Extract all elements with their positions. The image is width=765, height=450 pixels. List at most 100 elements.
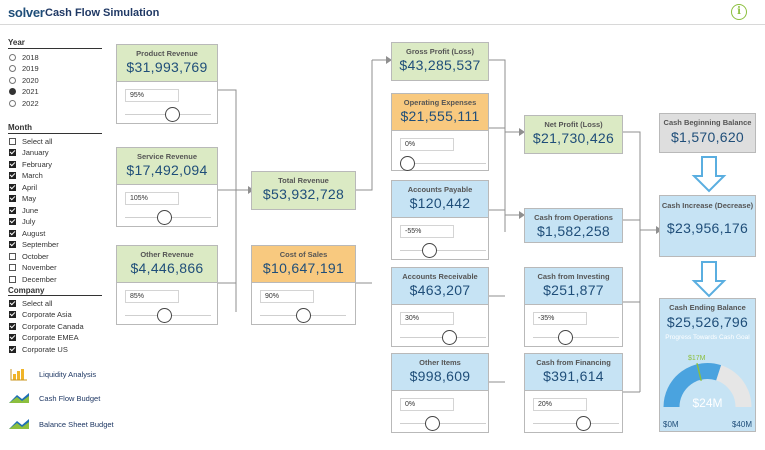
slider-knob[interactable] [400,156,415,171]
card-value: $53,932,728 [262,186,345,202]
option-label: 2020 [22,75,39,85]
slider-knob[interactable] [164,107,180,122]
month-option-march[interactable]: March [9,171,43,181]
slider-knob[interactable] [558,330,574,345]
option-label: August [22,228,46,238]
checkbox[interactable] [9,229,16,237]
slider-knob[interactable] [296,308,311,323]
slider-knob[interactable] [157,210,173,225]
card-label: Cash Increase (Decrease) [661,201,754,210]
slider-track[interactable] [533,423,619,424]
month-option-september[interactable]: September [9,240,59,250]
checkbox[interactable] [9,252,16,260]
company-filter-title: Company [8,286,45,295]
card-label: Net Profit (Loss) [544,120,603,129]
page-title: Cash Flow Simulation [45,7,160,19]
checkbox[interactable] [9,172,16,179]
company-option-corporate-asia[interactable]: Corporate Asia [9,310,72,320]
slider-knob[interactable] [576,416,592,431]
slider-knob[interactable] [421,243,437,258]
pct-input[interactable]: 0% [400,138,454,151]
month-option-january[interactable]: January [9,148,49,158]
operating-expenses-card: Operating Expenses $21,555,111 0% [391,93,489,171]
card-value: $998,609 [409,368,471,384]
slider-track[interactable] [400,250,486,251]
month-option-july[interactable]: July [9,217,35,227]
checkbox[interactable] [9,206,16,214]
option-label: November [22,263,57,272]
pct-input[interactable]: 85% [125,290,179,303]
card-value: $463,207 [409,282,471,298]
checkbox[interactable] [9,241,16,248]
card-value: $251,877 [543,282,604,298]
cash-ending-balance-card: Cash Ending Balance $25,526,796 Progress… [659,298,756,432]
link-liquidity-analysis[interactable]: Liquidity Analysis [8,367,96,381]
radio-button[interactable] [9,76,16,84]
checkbox[interactable] [9,160,16,168]
checkbox[interactable] [9,195,16,202]
company-option-corporate-us[interactable]: Corporate US [9,344,68,354]
month-option-december[interactable]: December [9,274,57,284]
product-revenue-card: Product Revenue $31,993,769 95% [116,44,218,124]
pct-input[interactable]: 0% [400,398,454,411]
other-revenue-card: Other Revenue $4,446,866 85% [116,245,218,325]
slider-knob[interactable] [441,330,457,345]
month-option-may[interactable]: May [9,194,36,204]
card-value: $120,442 [409,195,471,211]
option-label: 2019 [22,64,39,73]
slider-knob[interactable] [157,308,173,323]
slider-knob[interactable] [425,416,441,431]
checkbox[interactable] [9,264,16,271]
pct-input[interactable]: -55% [400,225,454,238]
checkbox[interactable] [9,334,16,341]
info-icon[interactable]: i [731,4,747,20]
pct-input[interactable]: 95% [125,89,179,102]
checkbox[interactable] [9,311,16,318]
year-option-2018[interactable]: 2018 [9,52,39,62]
slider-track[interactable] [400,163,486,164]
checkbox[interactable] [9,183,16,191]
pct-input[interactable]: 105% [125,192,179,205]
month-option-june[interactable]: June [9,205,38,215]
radio-button[interactable] [9,99,16,107]
year-option-2020[interactable]: 2020 [9,75,39,85]
year-option-2021[interactable]: 2021 [9,87,39,97]
link-cash-flow-budget[interactable]: Cash Flow Budget [8,391,100,405]
card-value: $17,492,094 [126,162,208,178]
pct-input[interactable]: 30% [400,312,454,325]
radio-button[interactable] [9,53,16,61]
radio-button[interactable] [9,65,16,72]
month-option-april[interactable]: April [9,182,37,192]
checkbox[interactable] [9,275,16,283]
pct-input[interactable]: 90% [260,290,314,303]
company-option-corporate-canada[interactable]: Corporate Canada [9,321,84,331]
card-value: $23,956,176 [666,220,749,236]
company-option-corporate-emea[interactable]: Corporate EMEA [9,333,79,343]
checkbox[interactable] [9,137,16,145]
month-option-select-all[interactable]: Select all [9,136,52,146]
option-label: January [22,148,49,157]
checkbox[interactable] [9,345,16,353]
month-option-november[interactable]: November [9,263,57,273]
checkbox[interactable] [9,299,16,307]
month-option-october[interactable]: October [9,251,49,261]
month-option-february[interactable]: February [9,159,52,169]
link-balance-sheet-budget[interactable]: Balance Sheet Budget [8,417,114,431]
slider-track[interactable] [533,337,619,338]
card-value: $31,993,769 [126,59,208,75]
month-option-august[interactable]: August [9,228,45,238]
checkbox[interactable] [9,218,16,225]
solver-mountain-icon [9,393,29,403]
year-option-2022[interactable]: 2022 [9,98,39,108]
year-option-2019[interactable]: 2019 [9,64,39,74]
company-option-select-all[interactable]: Select all [9,298,52,308]
checkbox[interactable] [9,322,16,330]
pct-input[interactable]: -35% [533,312,587,325]
cash-goal-gauge: $17M $24M $0M $40M [663,355,752,429]
pct-input[interactable]: 20% [533,398,587,411]
checkbox[interactable] [9,149,16,156]
gauge-title: Progress Towards Cash Goal [665,334,750,341]
option-label: 2022 [22,98,39,108]
radio-button[interactable] [9,88,16,95]
slider-track[interactable] [400,423,486,424]
